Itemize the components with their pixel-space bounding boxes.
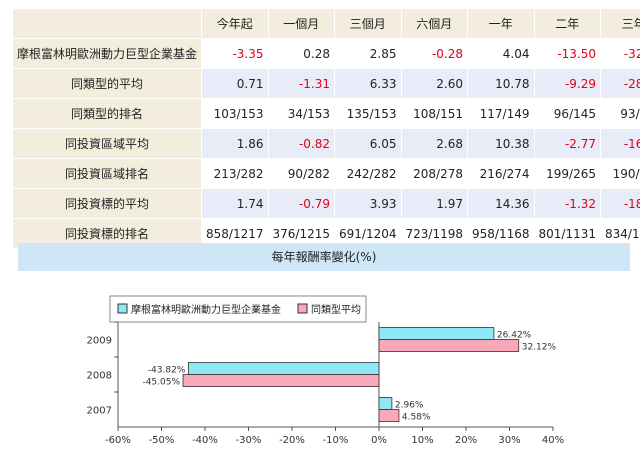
data-label: 26.42%	[497, 331, 532, 341]
table-cell: -1.31	[267, 68, 336, 99]
table-cell: 1.74	[201, 188, 269, 219]
data-label: 32.12%	[522, 343, 557, 353]
table-cell: 103/153	[201, 98, 269, 129]
table-cell: 6.33	[334, 68, 402, 99]
column-header: 三個月	[334, 8, 402, 39]
table-cell: -3.35	[201, 38, 269, 69]
table-cell: -0.28	[400, 38, 469, 69]
table-cell: 117/149	[467, 98, 535, 129]
x-tick-label: 10%	[411, 435, 433, 446]
table-cell: 6.05	[334, 128, 402, 159]
table-cell: 190/258	[600, 158, 640, 189]
chart-banner: 每年報酬率變化(%)	[18, 243, 630, 271]
table-cell: -32.14	[600, 38, 640, 69]
data-label: 4.58%	[402, 413, 431, 423]
table-cell: 0.71	[201, 68, 269, 99]
annual-return-chart: 摩根富林明歐洲動力巨型企業基金 同類型平均 -60% -50% -40% -30% -20%…	[87, 295, 564, 446]
x-tick-label: -50%	[149, 435, 175, 446]
table-row: 同投資區域排名 213/282 90/282 242/282 208/278 216/27…	[11, 158, 640, 189]
row-label: 同類型的排名	[11, 98, 203, 129]
bar	[378, 327, 495, 340]
data-label: -45.05%	[142, 378, 180, 388]
x-tick-label: 30%	[498, 435, 520, 446]
column-header: 二年	[533, 8, 602, 39]
table-cell: 2.85	[334, 38, 402, 69]
x-tick-label: -30%	[236, 435, 262, 446]
legend-swatch	[297, 303, 308, 314]
row-label: 摩根富林明歐洲動力巨型企業基金	[11, 38, 203, 69]
bar	[187, 362, 380, 375]
table-cell: 96/145	[533, 98, 602, 129]
table-cell: -1.32	[533, 188, 602, 219]
row-label: 同投資標的平均	[11, 188, 203, 219]
legend-box	[109, 295, 367, 323]
table-cell: 10.78	[467, 68, 535, 99]
x-tick-label: -40%	[192, 435, 218, 446]
table-cell: 1.97	[400, 188, 469, 219]
x-tick-label: 40%	[542, 435, 564, 446]
table-cell: 90/282	[267, 158, 336, 189]
data-label: -43.82%	[148, 366, 186, 376]
table-cell: 135/153	[334, 98, 402, 129]
bar	[378, 409, 400, 422]
table-cell: 213/282	[201, 158, 269, 189]
table-row: 摩根富林明歐洲動力巨型企業基金 -3.35 0.28 2.85 -0.28 4.04 -13…	[11, 38, 640, 69]
legend-swatch	[117, 303, 128, 314]
x-tick-label: -10%	[323, 435, 349, 446]
x-tick-label: -60%	[105, 435, 131, 446]
table-cell: 242/282	[334, 158, 402, 189]
y-tick-label: 2008	[87, 371, 112, 382]
row-label: 同投資區域排名	[11, 158, 203, 189]
table-cell: 93/140	[600, 98, 640, 129]
column-header: 六個月	[400, 8, 469, 39]
table-corner	[11, 8, 203, 39]
table-cell: 108/151	[400, 98, 469, 129]
table-cell: -13.50	[533, 38, 602, 69]
table-cell: 1.86	[201, 128, 269, 159]
table-cell: -18.96	[600, 188, 640, 219]
column-header: 今年起	[201, 8, 269, 39]
table-cell: 208/278	[400, 158, 469, 189]
table-cell: -9.29	[533, 68, 602, 99]
legend-label: 摩根富林明歐洲動力巨型企業基金	[131, 303, 281, 316]
table-header-row: 今年起 一個月 三個月 六個月 一年 二年 三年	[11, 8, 640, 39]
x-tick-label: 20%	[455, 435, 477, 446]
table-cell: 14.36	[467, 188, 535, 219]
table-cell: 34/153	[267, 98, 336, 129]
column-header: 一個月	[267, 8, 336, 39]
performance-table: 今年起 一個月 三個月 六個月 一年 二年 三年 摩根富林明歐洲動力巨型企業基金…	[11, 8, 640, 249]
table-cell: 2.60	[400, 68, 469, 99]
legend-label: 同類型平均	[311, 303, 361, 316]
column-header: 三年	[600, 8, 640, 39]
x-tick-label: 0%	[371, 435, 387, 446]
row-label: 同類型的平均	[11, 68, 203, 99]
data-label: 2.96%	[395, 401, 424, 411]
y-tick-label: 2007	[87, 406, 112, 417]
table-cell: -2.77	[533, 128, 602, 159]
table-cell: 10.38	[467, 128, 535, 159]
table-row: 同類型的排名 103/153 34/153 135/153 108/151 117/149…	[11, 98, 640, 129]
bar	[378, 339, 520, 352]
table-cell: -0.82	[267, 128, 336, 159]
table-cell: 216/274	[467, 158, 535, 189]
table-cell: 4.04	[467, 38, 535, 69]
y-tick-label: 2009	[87, 336, 112, 347]
table-cell: -0.79	[267, 188, 336, 219]
column-header: 一年	[467, 8, 535, 39]
table-cell: 2.68	[400, 128, 469, 159]
table-cell: -16.62	[600, 128, 640, 159]
x-tick-label: -20%	[279, 435, 305, 446]
bar	[182, 374, 380, 387]
table-cell: 199/265	[533, 158, 602, 189]
table-cell: 0.28	[267, 38, 336, 69]
table-cell: 3.93	[334, 188, 402, 219]
table-cell: -28.07	[600, 68, 640, 99]
row-label: 同投資區域平均	[11, 128, 203, 159]
bar	[378, 397, 393, 410]
